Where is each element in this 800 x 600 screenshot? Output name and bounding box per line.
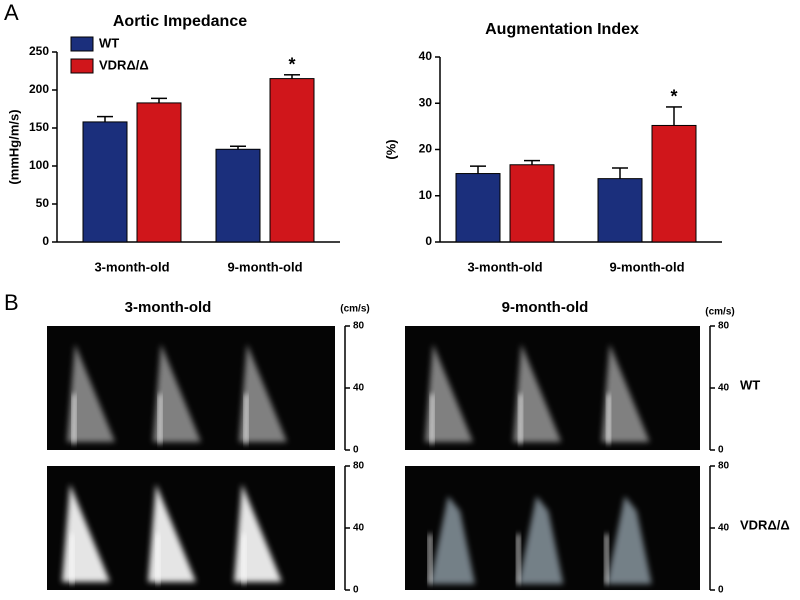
doppler-tick-label: 0 <box>718 585 724 595</box>
x-tick-label: 9-month-old <box>609 259 684 274</box>
column-title: 3-month-old <box>125 299 212 316</box>
doppler-envelope <box>239 344 287 442</box>
y-tick-label: 150 <box>29 120 49 134</box>
doppler-tick-label: 0 <box>718 445 724 456</box>
doppler-tick-label: 80 <box>353 321 365 332</box>
doppler-envelope <box>606 496 652 584</box>
y-axis-label: (%) <box>383 139 398 159</box>
doppler-tick-label: 40 <box>353 523 365 534</box>
doppler-tick-label: 0 <box>353 445 359 456</box>
doppler-envelope <box>601 344 650 442</box>
x-tick-label: 3-month-old <box>94 259 169 274</box>
y-tick-label: 30 <box>419 95 433 109</box>
panel-label: B <box>4 290 19 315</box>
doppler-tick-label: 40 <box>718 523 730 534</box>
doppler-streak <box>72 394 76 444</box>
doppler-tick-label: 40 <box>718 383 730 394</box>
doppler-streak <box>244 394 248 444</box>
y-tick-label: 20 <box>419 142 433 156</box>
x-tick-label: 3-month-old <box>467 259 542 274</box>
doppler-streak <box>606 394 611 444</box>
y-axis-label: (mmHg/m/s) <box>6 109 21 184</box>
chart-title: Aortic Impedance <box>113 13 247 30</box>
doppler-tick-label: 80 <box>718 461 730 472</box>
doppler-streak <box>428 534 432 584</box>
doppler-envelope <box>518 496 564 584</box>
bar <box>269 78 315 243</box>
bar <box>651 124 697 243</box>
doppler-tick-label: 80 <box>718 321 730 332</box>
y-tick-label: 40 <box>419 49 433 63</box>
bar <box>455 173 501 243</box>
legend-swatch <box>70 36 94 52</box>
doppler-envelope <box>430 496 475 584</box>
bar <box>597 178 643 243</box>
legend-label: WT <box>99 35 119 50</box>
chart-title: Augmentation Index <box>485 21 639 38</box>
bar <box>136 102 182 243</box>
doppler-tick-label: 40 <box>353 383 365 394</box>
legend-swatch <box>70 58 94 74</box>
row-label: VDRΔ/Δ <box>740 517 790 532</box>
legend-label: VDRΔ/Δ <box>99 57 149 72</box>
doppler-streak <box>70 534 74 584</box>
bar <box>82 121 128 243</box>
y-tick-label: 250 <box>29 44 49 58</box>
doppler-tick-label: 80 <box>353 461 365 472</box>
unit-label: (cm/s) <box>705 307 734 318</box>
bar <box>509 164 555 243</box>
doppler-tick-label: 0 <box>353 585 359 595</box>
y-tick-label: 50 <box>36 196 50 210</box>
doppler-envelope <box>153 344 201 442</box>
column-title: 9-month-old <box>502 299 589 316</box>
doppler-envelope <box>67 344 115 442</box>
doppler-streak <box>242 534 246 584</box>
y-tick-label: 10 <box>419 188 433 202</box>
significance-mark: * <box>288 55 295 75</box>
y-tick-label: 100 <box>29 158 49 172</box>
y-tick-label: 200 <box>29 82 49 96</box>
row-label: WT <box>740 377 760 392</box>
bar <box>215 148 261 243</box>
x-tick-label: 9-month-old <box>227 259 302 274</box>
significance-mark: * <box>670 87 677 107</box>
doppler-envelope <box>425 344 473 442</box>
doppler-streak <box>604 534 609 584</box>
panel-label: A <box>4 0 19 25</box>
doppler-streak <box>518 394 523 444</box>
y-tick-label: 0 <box>42 234 49 248</box>
doppler-streak <box>156 534 160 584</box>
unit-label: (cm/s) <box>340 304 369 315</box>
doppler-streak <box>430 394 434 444</box>
doppler-envelope <box>513 344 562 442</box>
y-tick-label: 0 <box>425 234 432 248</box>
doppler-streak <box>516 534 521 584</box>
doppler-streak <box>158 394 162 444</box>
